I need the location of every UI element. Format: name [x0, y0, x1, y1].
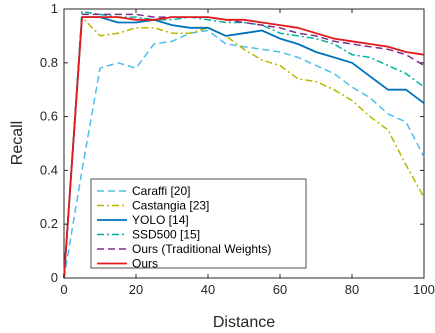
x-tick-label: 40 [201, 282, 215, 297]
legend-label-5: Ours [132, 257, 158, 271]
legend-box [90, 178, 307, 269]
x-tick-label: 100 [413, 282, 435, 297]
series-layer [63, 10, 425, 279]
series-line-2 [63, 16, 425, 279]
x-tick-label: 80 [345, 282, 359, 297]
x-tick-label: 20 [129, 282, 143, 297]
legend-label-3: SSD500 [15] [132, 228, 200, 242]
legend-label-4: Ours (Traditional Weights) [132, 242, 271, 256]
series-line-1 [63, 16, 425, 279]
x-tick-label: 0 [60, 282, 67, 297]
y-tick-label: 0 [51, 270, 58, 285]
legend-label-1: Castangia [23] [132, 199, 209, 213]
y-tick-label: 0.4 [40, 162, 58, 177]
x-tick-label: 60 [273, 282, 287, 297]
y-axis-label: Recall [9, 121, 26, 165]
y-tick-label: 1 [51, 1, 58, 16]
series-line-0 [63, 29, 425, 279]
y-tick-label: 0.6 [40, 109, 58, 124]
legend: Caraffi [20]Castangia [23]YOLO [14]SSD50… [90, 178, 307, 271]
x-axis-label: Distance [213, 314, 275, 331]
legend-label-2: YOLO [14] [132, 213, 189, 227]
y-tick-label: 0.8 [40, 55, 58, 70]
ticks-layer: 0 20 40 60 80 100 0 0.2 0.4 0.6 0.8 1 [40, 1, 435, 297]
y-tick-label: 0.2 [40, 216, 58, 231]
series-line-5 [63, 16, 425, 279]
legend-label-0: Caraffi [20] [132, 184, 190, 198]
series-line-3 [63, 10, 425, 279]
